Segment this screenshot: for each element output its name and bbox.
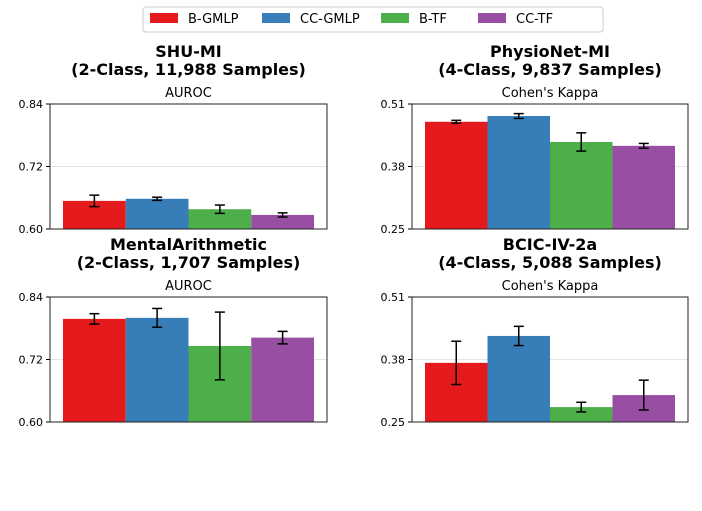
subplot-subtitle: (2-Class, 1,707 Samples) (77, 253, 301, 272)
error-bar (451, 340, 462, 386)
axes-frame (411, 103, 689, 230)
subplot-title: BCIC-IV-2a (503, 235, 597, 254)
metric-label: Cohen's Kappa (502, 86, 599, 101)
subplot-subtitle: (4-Class, 9,837 Samples) (438, 60, 662, 79)
axes-frame (411, 296, 689, 423)
error-bar (152, 196, 163, 202)
error-bar (638, 379, 649, 411)
axes-frame (49, 296, 328, 423)
error-bar (152, 307, 163, 328)
error-bar (513, 112, 524, 120)
error-bar (89, 194, 100, 208)
error-bar (277, 212, 288, 218)
metric-label: AUROC (165, 86, 212, 101)
subplot-0: SHU-MI(2-Class, 11,988 Samples) AUROC 0.60… (19, 42, 328, 236)
legend: B-GMLP CC-GMLP B-TF CC-TF (142, 6, 604, 33)
legend-swatch (150, 13, 178, 23)
y-tick-label: 0.60 (19, 223, 44, 236)
y-tick-label: 0.51 (381, 98, 406, 111)
bar-CC-TF (612, 145, 675, 229)
bar-B-GMLP (63, 318, 126, 422)
subplot-title: MentalArithmetic (110, 235, 267, 254)
subplot-subtitle: (2-Class, 11,988 Samples) (71, 60, 306, 79)
legend-label: CC-TF (516, 12, 553, 27)
subplot-title: SHU-MI (155, 42, 221, 61)
error-bar (277, 330, 288, 345)
legend-label: CC-GMLP (300, 12, 360, 27)
error-bar (576, 132, 587, 152)
bar-B-GMLP (425, 121, 488, 229)
error-bar (214, 204, 225, 215)
metric-label: Cohen's Kappa (502, 279, 599, 294)
bar-B-TF (188, 209, 252, 229)
error-bar (451, 119, 462, 124)
axes-frame (49, 103, 328, 230)
y-tick-label: 0.51 (381, 291, 406, 304)
subplot-1: PhysioNet-MI(4-Class, 9,837 Samples) Cohe… (381, 42, 689, 236)
y-tick-label: 0.84 (19, 291, 44, 304)
bar-B-TF (550, 141, 613, 229)
bar-CC-TF (251, 214, 314, 229)
y-tick-label: 0.72 (19, 354, 44, 367)
y-tick-label: 0.72 (19, 161, 44, 174)
error-bar (513, 325, 524, 347)
legend-label: B-TF (419, 12, 447, 27)
y-tick-label: 0.38 (381, 161, 406, 174)
legend-label: B-GMLP (188, 12, 239, 27)
y-tick-label: 0.60 (19, 416, 44, 429)
subplot-title: PhysioNet-MI (490, 42, 610, 61)
bar-B-TF (550, 407, 613, 422)
error-bar (638, 142, 649, 149)
subplot-3: BCIC-IV-2a(4-Class, 5,088 Samples) Cohen'… (381, 235, 689, 429)
y-tick-label: 0.25 (381, 223, 406, 236)
error-bar (89, 312, 100, 325)
subplot-2: MentalArithmetic(2-Class, 1,707 Samples)… (19, 235, 328, 429)
bar-CC-GMLP (125, 198, 189, 229)
legend-swatch (381, 13, 409, 23)
y-tick-label: 0.38 (381, 354, 406, 367)
bar-CC-GMLP (125, 317, 189, 422)
y-tick-label: 0.25 (381, 416, 406, 429)
metric-label: AUROC (165, 279, 212, 294)
y-tick-label: 0.84 (19, 98, 44, 111)
error-bar (214, 311, 225, 381)
legend-swatch (262, 13, 290, 23)
legend-swatch (478, 13, 506, 23)
bar-CC-GMLP (487, 116, 550, 229)
bar-CC-GMLP (487, 335, 550, 422)
subplot-subtitle: (4-Class, 5,088 Samples) (438, 253, 662, 272)
bar-CC-TF (251, 337, 314, 422)
error-bar (576, 401, 587, 413)
